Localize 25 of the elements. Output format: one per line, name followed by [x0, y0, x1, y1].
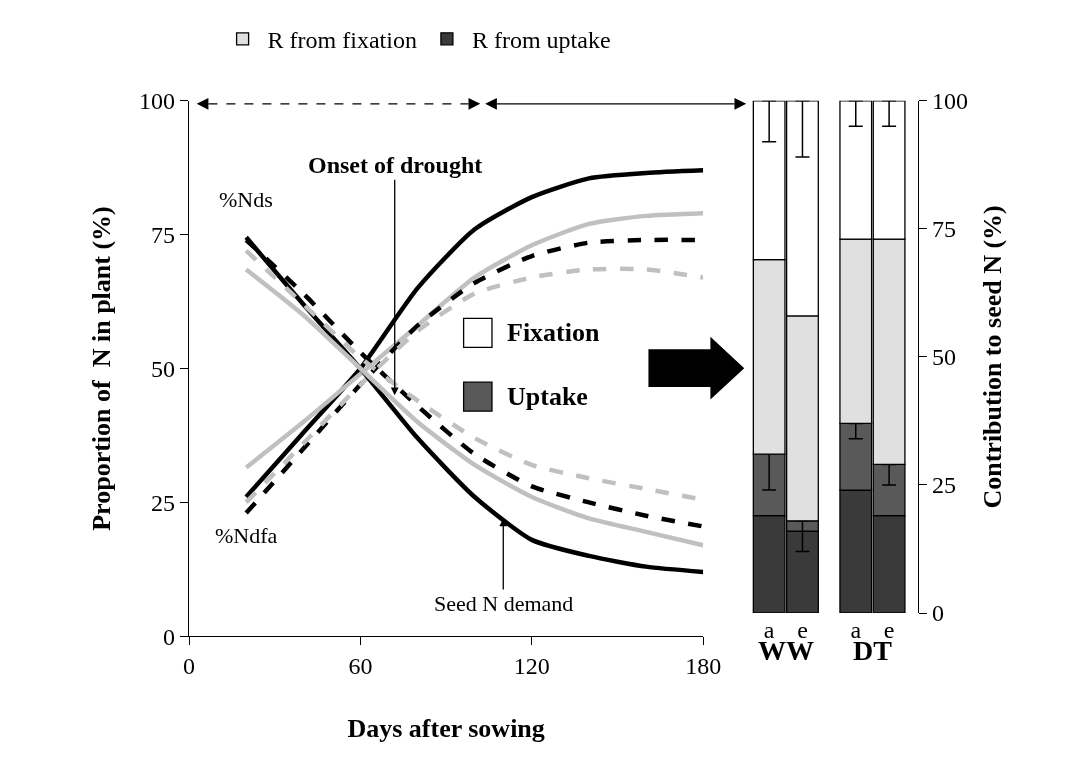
y-tick-label: 75 [931, 216, 956, 243]
x-tick-label: e [797, 617, 808, 643]
x-tick-label: 120 [513, 653, 550, 680]
y-tick-label: 75 [151, 222, 176, 249]
legend-label: R from fixation [267, 27, 417, 54]
y-tick-label: 25 [931, 472, 956, 499]
y-tick-label: 100 [139, 88, 176, 115]
legend-label: R from uptake [471, 27, 611, 54]
y-tick-label: 50 [931, 344, 956, 371]
legend-label: Fixation [507, 318, 600, 347]
y-tick-label: 50 [151, 355, 176, 382]
x-axis-title: Days after sowing [347, 713, 545, 743]
x-tick-label: 60 [348, 653, 373, 680]
y-axis-title: Proportion of N in plant (%) [87, 206, 117, 531]
legend-label: Uptake [507, 382, 588, 411]
annotation: Onset of drought [308, 152, 483, 178]
y-axis-title: Contribution to seed N (%) [977, 205, 1007, 509]
series-label: %Nds [219, 187, 273, 212]
annotation: Seed N demand [434, 591, 574, 616]
y-tick-label: 100 [931, 88, 968, 115]
series-label: %Ndfa [215, 523, 278, 548]
y-tick-label: 25 [151, 489, 176, 516]
x-tick-label: 0 [183, 653, 196, 680]
x-tick-label: e [883, 617, 895, 643]
x-tick-label: 180 [685, 653, 722, 680]
